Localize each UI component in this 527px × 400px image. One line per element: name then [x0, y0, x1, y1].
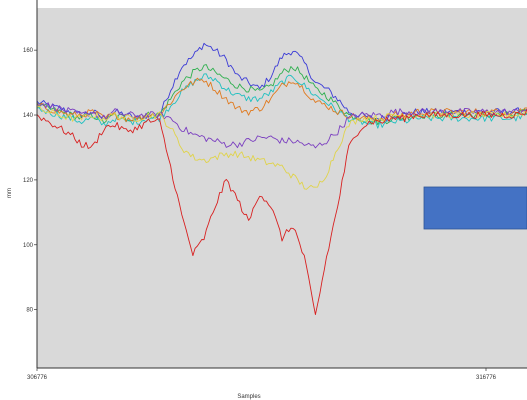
series-line	[36, 108, 527, 316]
series-line	[36, 77, 527, 123]
y-tick-label: 140	[23, 113, 34, 119]
series-line	[36, 64, 527, 126]
x-tick-label: 306776	[27, 375, 48, 381]
y-tick-label: 80	[26, 308, 33, 314]
series-line	[36, 102, 527, 149]
y-axis-title: mm	[7, 188, 13, 198]
y-tick-label: 160	[23, 48, 34, 54]
y-tick-label: 100	[23, 243, 34, 249]
x-tick-label: 316776	[476, 375, 497, 381]
y-ticks: 80 100 120 140 160	[23, 48, 37, 314]
series-layer	[36, 42, 527, 316]
overlay-box	[423, 186, 527, 230]
x-ticks: 306776 316776	[27, 368, 497, 381]
y-tick-label: 120	[23, 178, 34, 184]
x-axis-title: Samples	[237, 394, 260, 400]
